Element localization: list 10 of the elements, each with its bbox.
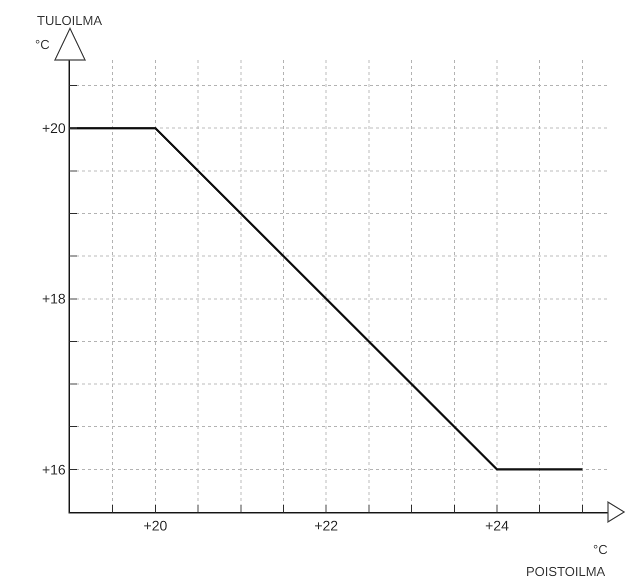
y-axis-title: TULOILMA: [37, 13, 102, 28]
x-tick-label: +24: [485, 517, 510, 534]
text: °C: [35, 37, 50, 52]
x-tick-label: +22: [314, 517, 338, 534]
text: °C: [593, 542, 608, 557]
y-tick-label: +16: [42, 461, 66, 478]
y-tick-label: +20: [42, 120, 66, 136]
y-tick-label: +18: [42, 290, 66, 307]
x-tick-label: +20: [144, 517, 168, 534]
x-axis-title: POISTOILMA: [526, 564, 606, 579]
